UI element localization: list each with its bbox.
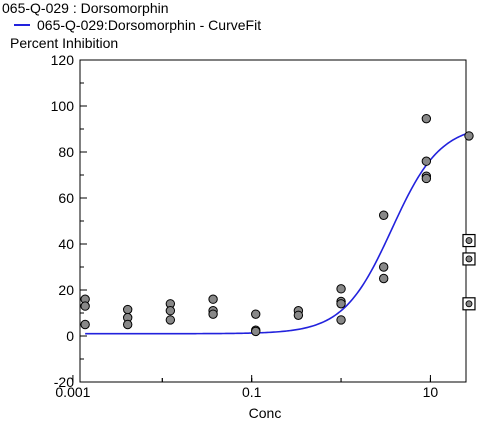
- data-point: [165, 315, 176, 325]
- data-point: [80, 301, 90, 311]
- y-tick-label: 0: [66, 328, 74, 344]
- x-tick-label: 0.1: [242, 384, 262, 400]
- fit-curve-line: [85, 132, 470, 335]
- legend-label-curvefit: 065-Q-029:Dorsomorphin - CurveFit: [37, 17, 262, 33]
- data-point: [336, 315, 346, 325]
- data-point: [122, 304, 133, 315]
- x-tick-label: 0.001: [55, 384, 90, 400]
- x-axis-label: Conc: [249, 405, 282, 421]
- data-point: [378, 262, 389, 272]
- data-point: [336, 299, 346, 309]
- excluded-data-point: [465, 237, 473, 245]
- excluded-data-point: [465, 255, 473, 263]
- excluded-data-point: [465, 300, 473, 308]
- data-point: [421, 173, 432, 184]
- data-point: [251, 326, 261, 337]
- data-point: [464, 131, 474, 141]
- data-point: [421, 156, 432, 166]
- data-point: [122, 319, 133, 330]
- y-tick-label: 60: [58, 190, 74, 206]
- x-tick-label: 10: [423, 384, 439, 400]
- data-point: [378, 273, 389, 284]
- data-point: [80, 319, 90, 330]
- data-point: [336, 284, 346, 294]
- data-point: [293, 310, 304, 320]
- chart-title: 065-Q-029 : Dorsomorphin: [2, 0, 169, 16]
- y-tick-label: 120: [51, 52, 75, 68]
- y-axis-label: Percent Inhibition: [10, 35, 119, 51]
- y-tick-label: 80: [58, 144, 74, 160]
- legend-entry-curvefit: 065-Q-029:Dorsomorphin - CurveFit: [14, 17, 261, 33]
- legend-line-swatch: [14, 24, 30, 26]
- data-point: [165, 306, 176, 316]
- data-point: [208, 294, 218, 304]
- y-tick-label: 20: [58, 282, 74, 298]
- data-point: [208, 309, 218, 319]
- y-tick-label: -20: [54, 374, 74, 390]
- y-tick-label: 100: [51, 98, 75, 114]
- data-point: [251, 309, 261, 319]
- data-point: [421, 113, 432, 124]
- data-point: [378, 210, 389, 220]
- y-tick-label: 40: [58, 236, 74, 252]
